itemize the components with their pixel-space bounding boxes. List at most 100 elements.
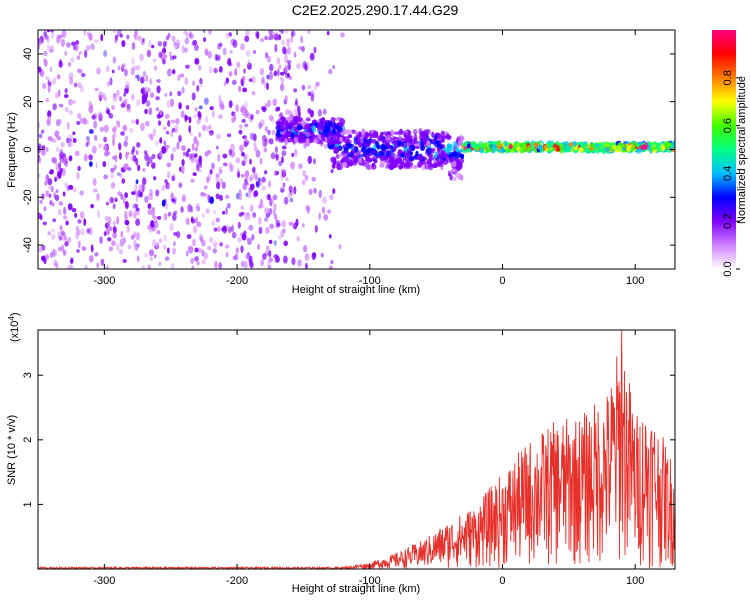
heatmap-cell (253, 146, 258, 152)
heatmap-cell (66, 42, 71, 48)
heatmap-cell (124, 192, 129, 199)
heatmap-cell (338, 122, 344, 128)
spectrogram-y-tick-label: -40 (22, 237, 34, 253)
heatmap-cell (239, 144, 244, 152)
heatmap-cell (573, 141, 577, 148)
heatmap-cell (251, 90, 256, 96)
heatmap-cell (58, 118, 63, 125)
heatmap-cell (147, 203, 152, 210)
heatmap-cell (278, 113, 283, 118)
heatmap-cell (242, 107, 248, 113)
heatmap-cell (43, 206, 47, 212)
heatmap-cell (365, 157, 371, 162)
heatmap-cell (68, 155, 73, 162)
heatmap-cell (110, 262, 116, 267)
heatmap-cell (294, 100, 299, 107)
heatmap-cell (175, 39, 181, 47)
heatmap-cell (77, 240, 81, 249)
heatmap-cell (277, 235, 283, 240)
heatmap-cell (122, 259, 127, 264)
heatmap-cell (323, 213, 329, 221)
heatmap-cell (261, 253, 267, 260)
heatmap-cell (451, 160, 457, 168)
heatmap-cell (442, 156, 446, 161)
heatmap-cell (231, 224, 234, 233)
heatmap-cell (433, 164, 437, 169)
heatmap-cell (305, 137, 310, 145)
heatmap-cell (287, 73, 290, 78)
spectrogram-x-tick: -200 (226, 30, 248, 287)
heatmap-cell (166, 99, 171, 108)
heatmap-cell (312, 158, 317, 165)
heatmap-cell (38, 66, 42, 73)
heatmap-cell (58, 201, 64, 206)
heatmap-cell (149, 188, 153, 197)
heatmap-cell (225, 251, 229, 258)
heatmap-cell (178, 182, 183, 189)
heatmap-cell (131, 42, 136, 50)
heatmap-cell (62, 191, 66, 197)
heatmap-cell (384, 140, 391, 146)
heatmap-cell (198, 78, 203, 88)
heatmap-cell (240, 173, 245, 178)
heatmap-cell (85, 119, 89, 125)
heatmap-cell (193, 136, 198, 145)
colorbar-tick-label: 0.4 (722, 166, 734, 181)
heatmap-cell (185, 199, 190, 205)
heatmap-cell (192, 238, 196, 247)
heatmap-cell (218, 262, 222, 269)
heatmap-cell (38, 157, 42, 164)
heatmap-cell (172, 247, 177, 255)
heatmap-cell (291, 30, 296, 37)
heatmap-cell (49, 169, 54, 175)
heatmap-cell (88, 161, 93, 167)
heatmap-cell (263, 147, 268, 153)
heatmap-cell (189, 153, 193, 160)
heatmap-cell (285, 108, 290, 115)
heatmap-cell (449, 174, 453, 181)
heatmap-cell (202, 30, 206, 34)
heatmap-cell (248, 224, 254, 231)
heatmap-cell (240, 232, 245, 237)
heatmap-cell (242, 156, 248, 165)
heatmap-cell (284, 95, 288, 102)
snr-x-tick-label: -200 (226, 575, 248, 587)
heatmap-cell (74, 150, 80, 157)
heatmap-cell (141, 177, 147, 186)
heatmap-cell (265, 227, 270, 234)
heatmap-cell (130, 156, 133, 161)
heatmap-cell (222, 47, 227, 56)
heatmap-cell (38, 173, 41, 178)
heatmap-cell (310, 93, 315, 102)
heatmap-cell (209, 106, 214, 111)
heatmap-cell (133, 212, 137, 219)
heatmap-cell (403, 130, 409, 134)
heatmap-cell (380, 151, 385, 157)
heatmap-cell (103, 136, 108, 143)
heatmap-cell (149, 92, 155, 99)
heatmap-cell (397, 150, 401, 157)
heatmap-cell (394, 142, 399, 149)
heatmap-cell (437, 160, 444, 165)
heatmap-cell (112, 220, 116, 227)
heatmap-cell (41, 193, 45, 200)
heatmap-cell (131, 94, 135, 101)
snr-panel: -300 -200 -100 0 100 1 2 3 Height of straight … (6, 312, 676, 595)
heatmap-cell (302, 245, 308, 253)
heatmap-cell (135, 232, 141, 241)
heatmap-cell (136, 255, 140, 262)
heatmap-cell (241, 152, 245, 157)
heatmap-cell (247, 177, 250, 183)
heatmap-cell (275, 219, 280, 227)
heatmap-cell (180, 206, 184, 213)
heatmap-cell (76, 249, 80, 253)
heatmap-cell (167, 32, 171, 38)
heatmap-cell (415, 151, 419, 157)
heatmap-cell (85, 44, 91, 51)
heatmap-cell (68, 99, 74, 106)
heatmap-cell (121, 178, 126, 184)
heatmap-cell (280, 174, 284, 181)
heatmap-cell (185, 32, 189, 39)
heatmap-cell (120, 230, 124, 238)
heatmap-cell (46, 30, 51, 33)
